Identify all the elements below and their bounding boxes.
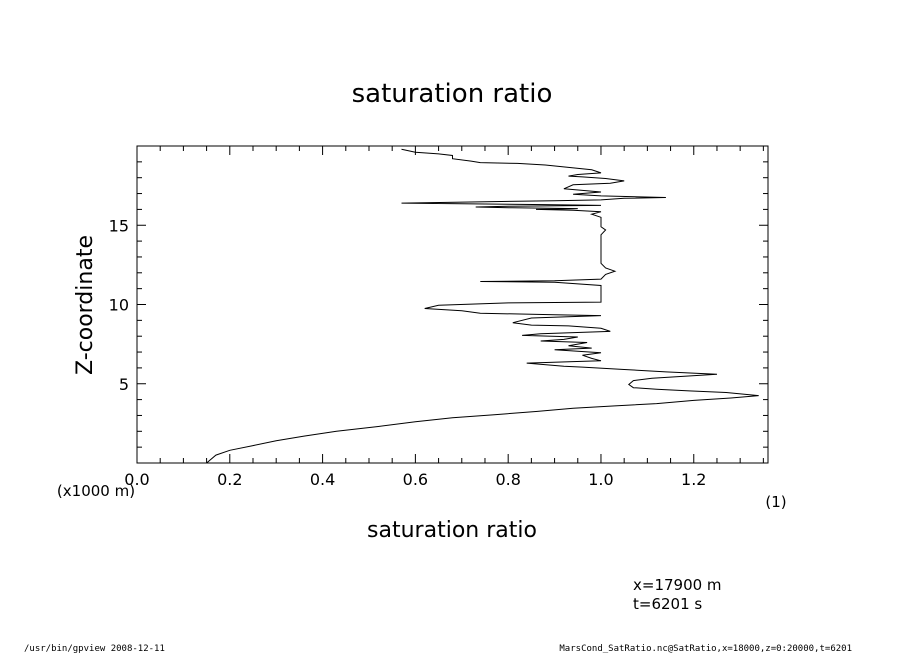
x-tick-label: 1.2 bbox=[681, 470, 706, 489]
x-tick-label: 0.8 bbox=[495, 470, 520, 489]
x-tick-label: 0.4 bbox=[310, 470, 335, 489]
x-tick-label: 0.2 bbox=[217, 470, 242, 489]
y-tick-label: 10 bbox=[109, 296, 129, 315]
footer-left: /usr/bin/gpview 2008-12-11 bbox=[24, 644, 165, 654]
y-tick-labels: 5 10 15 bbox=[109, 216, 129, 394]
y-axis-label: Z-coordinate bbox=[73, 235, 98, 375]
x-axis-unit: (1) bbox=[765, 493, 786, 511]
y-tick-label: 15 bbox=[109, 216, 129, 235]
footer-right: MarsCond_SatRatio.nc@SatRatio,x=18000,z=… bbox=[559, 644, 852, 654]
position-annotation: x=17900 m bbox=[633, 576, 722, 594]
x-tick-label: 1.0 bbox=[588, 470, 613, 489]
y-tick-label: 5 bbox=[119, 375, 129, 394]
time-annotation: t=6201 s bbox=[633, 595, 702, 613]
chart-title: saturation ratio bbox=[352, 79, 553, 109]
x-tick-label: 0.6 bbox=[403, 470, 428, 489]
axis-ticks bbox=[136, 145, 768, 463]
x-axis-label: saturation ratio bbox=[367, 518, 537, 543]
x-tick-label: 0.0 bbox=[124, 470, 149, 489]
x-tick-labels: 0.0 0.2 0.4 0.6 0.8 1.0 1.2 bbox=[124, 470, 706, 489]
series-line bbox=[206, 148, 759, 464]
y-axis-unit: (x1000 m) bbox=[57, 482, 135, 500]
